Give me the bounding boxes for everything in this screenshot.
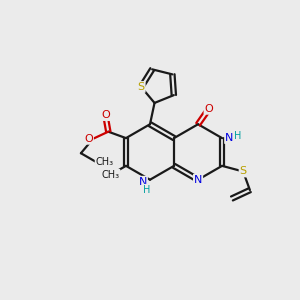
Text: CH₃: CH₃ <box>101 170 120 180</box>
Text: O: O <box>205 104 213 114</box>
Text: CH₃: CH₃ <box>95 157 114 166</box>
Text: H: H <box>143 184 151 195</box>
Text: N: N <box>225 133 233 143</box>
Text: H: H <box>234 131 241 141</box>
Text: O: O <box>101 110 110 120</box>
Text: S: S <box>240 167 247 176</box>
Text: O: O <box>84 134 93 144</box>
Text: S: S <box>138 82 145 92</box>
Text: N: N <box>139 177 147 187</box>
Text: N: N <box>194 175 202 185</box>
